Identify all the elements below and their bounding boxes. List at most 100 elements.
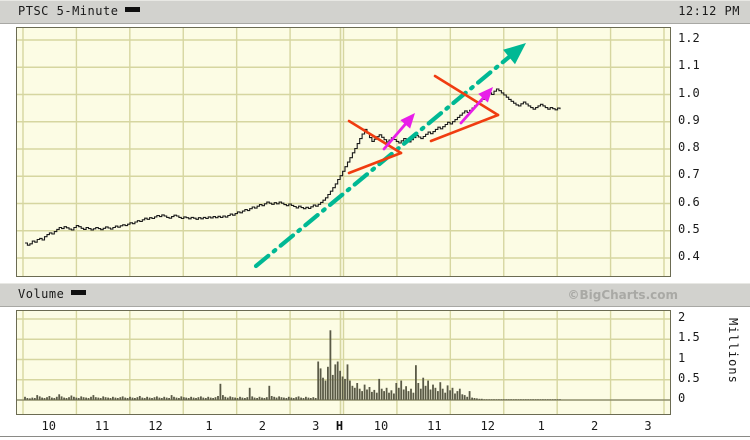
volume-bar bbox=[251, 396, 254, 400]
volume-bar bbox=[197, 397, 200, 400]
volume-bar bbox=[273, 396, 276, 400]
volume-bar bbox=[80, 396, 83, 400]
quote-time: 12:12 PM bbox=[678, 4, 740, 18]
volume-bar bbox=[99, 398, 102, 400]
pennant-upper-line bbox=[433, 74, 500, 117]
volume-bar bbox=[53, 398, 56, 400]
uptrend-arrowhead bbox=[503, 43, 526, 65]
volume-bar bbox=[60, 396, 63, 400]
time-tick-label: 10 bbox=[373, 419, 389, 433]
volume-bar bbox=[285, 398, 288, 400]
time-tick-label: 1 bbox=[205, 419, 213, 433]
price-tick-label: 0.6 bbox=[678, 194, 700, 209]
volume-title-text: Volume bbox=[18, 287, 65, 301]
volume-bar bbox=[214, 397, 217, 400]
volume-bar bbox=[373, 389, 376, 400]
price-panel-header: PTSC 5-Minute 12:12 PM bbox=[0, 0, 750, 24]
price-chart-panel[interactable] bbox=[16, 27, 671, 277]
volume-bar bbox=[65, 398, 68, 400]
volume-bar bbox=[461, 394, 464, 400]
volume-bar bbox=[246, 397, 249, 400]
volume-bar bbox=[138, 396, 141, 400]
footer-rule bbox=[0, 436, 750, 440]
volume-bar bbox=[434, 387, 437, 400]
volume-bar bbox=[458, 388, 461, 400]
volume-bar bbox=[300, 397, 302, 400]
volume-bar bbox=[185, 397, 188, 400]
volume-bar bbox=[478, 398, 481, 400]
volume-bar bbox=[307, 397, 310, 400]
volume-bar bbox=[356, 383, 359, 400]
symbol-title-text: PTSC 5-Minute bbox=[18, 4, 119, 18]
volume-bar bbox=[473, 398, 476, 400]
volume-bar bbox=[380, 388, 383, 400]
volume-bar bbox=[407, 391, 410, 400]
volume-bar bbox=[314, 398, 317, 400]
volume-bar bbox=[192, 397, 195, 400]
volume-bar bbox=[180, 396, 183, 400]
volume-bar bbox=[302, 398, 305, 400]
time-tick-label: 11 bbox=[94, 419, 110, 433]
time-tick-label: 3 bbox=[644, 419, 652, 433]
volume-bar bbox=[334, 364, 337, 400]
volume-bar bbox=[319, 368, 322, 400]
volume-bar bbox=[361, 391, 363, 400]
volume-bar bbox=[366, 389, 368, 400]
volume-bar bbox=[229, 396, 232, 400]
volume-bar bbox=[317, 361, 320, 400]
volume-bar bbox=[231, 397, 234, 400]
price-tick-label: 0.4 bbox=[678, 249, 700, 263]
volume-bar bbox=[204, 398, 207, 400]
volume-bar bbox=[368, 387, 371, 400]
price-tick-label: 1.0 bbox=[678, 85, 700, 100]
volume-bar bbox=[468, 391, 471, 400]
time-tick-label: 12 bbox=[480, 419, 496, 433]
volume-bar bbox=[70, 395, 73, 400]
pennant-upper-line bbox=[347, 119, 403, 155]
time-axis-labels: 10 11 12 1 2 3 10 11 12 1 2 3 bbox=[0, 419, 750, 437]
volume-bar bbox=[341, 376, 344, 400]
volume-bar bbox=[92, 395, 95, 400]
volume-tick-label: 0.5 bbox=[678, 370, 700, 385]
volume-bar bbox=[46, 397, 48, 400]
volume-bar bbox=[454, 393, 456, 400]
volume-bar bbox=[38, 396, 41, 400]
volume-bar bbox=[90, 396, 92, 400]
volume-bar bbox=[429, 389, 432, 400]
volume-bar bbox=[41, 397, 43, 400]
volume-bar bbox=[417, 383, 420, 400]
volume-bar bbox=[51, 397, 53, 400]
volume-bar bbox=[305, 396, 307, 400]
volume-bar bbox=[175, 397, 178, 400]
volume-bar bbox=[456, 391, 459, 400]
volume-bar bbox=[119, 397, 122, 400]
volume-bar bbox=[463, 395, 466, 400]
volume-bar bbox=[424, 385, 427, 400]
volume-bar bbox=[410, 388, 412, 400]
volume-bar bbox=[324, 380, 327, 400]
volume-bar bbox=[234, 397, 236, 400]
volume-bar bbox=[36, 395, 39, 400]
volume-bar bbox=[141, 397, 144, 400]
time-tick-label: 3 bbox=[312, 419, 320, 433]
volume-bar bbox=[104, 397, 107, 400]
volume-bar bbox=[94, 397, 97, 400]
volume-chart-panel[interactable] bbox=[16, 310, 671, 415]
time-tick-label: 10 bbox=[41, 419, 56, 433]
volume-bar bbox=[385, 387, 388, 400]
volume-unit-label: Millions bbox=[726, 318, 740, 384]
volume-plot-svg bbox=[17, 311, 670, 414]
volume-bar bbox=[451, 387, 454, 400]
volume-bar bbox=[371, 391, 373, 400]
volume-bar bbox=[422, 377, 425, 400]
volume-bar bbox=[363, 384, 366, 400]
volume-bar bbox=[395, 383, 398, 400]
volume-bar bbox=[217, 396, 219, 400]
volume-bar bbox=[190, 396, 192, 400]
volume-bar bbox=[222, 395, 224, 400]
volume-bar bbox=[97, 397, 100, 400]
volume-bar bbox=[263, 398, 266, 400]
volume-bar bbox=[85, 397, 87, 400]
volume-bar bbox=[283, 397, 285, 400]
volume-legend-dash-icon bbox=[71, 290, 87, 295]
